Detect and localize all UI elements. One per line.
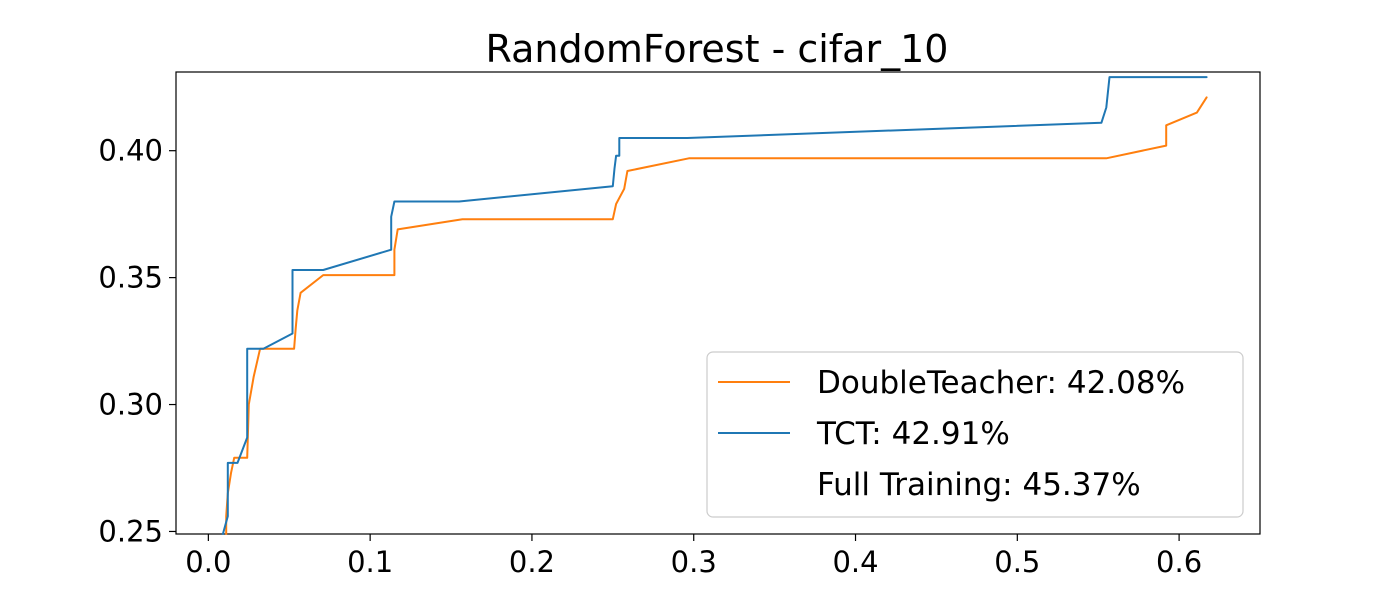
x-tick-label: 0.2: [509, 545, 555, 579]
y-tick-label: 0.35: [98, 261, 163, 295]
legend: DoubleTeacher: 42.08% TCT: 42.91% Full Tra…: [706, 351, 1244, 518]
legend-entry-label: DoubleTeacher: 42.08%: [817, 365, 1185, 401]
chart-title: RandomForest - cifar_10: [486, 27, 949, 71]
series-layer: [221, 76, 1208, 535]
x-tick-label: 0.4: [832, 545, 878, 579]
legend-entry-label: TCT: 42.91%: [816, 416, 1010, 452]
series-line-tct: [221, 76, 1208, 535]
x-tick-label: 0.3: [671, 545, 717, 579]
plot-area-frame: [175, 71, 1261, 535]
y-tick-label: 0.40: [98, 134, 163, 168]
x-tick-label: 0.6: [1156, 545, 1202, 579]
y-tick-label: 0.30: [98, 388, 163, 422]
y-tick-label: 0.25: [98, 514, 163, 548]
legend-box: [706, 351, 1244, 518]
x-tick-label: 0.5: [994, 545, 1040, 579]
x-axis: 0.0 0.1 0.2 0.3 0.4 0.5 0.6: [185, 534, 1202, 579]
x-tick-label: 0.0: [185, 545, 231, 579]
y-axis: 0.25 0.30 0.35 0.40: [98, 134, 176, 548]
series-line-doubleteacher: [225, 96, 1208, 535]
legend-entry-label: Full Training: 45.37%: [817, 467, 1141, 503]
x-tick-label: 0.1: [347, 545, 393, 579]
